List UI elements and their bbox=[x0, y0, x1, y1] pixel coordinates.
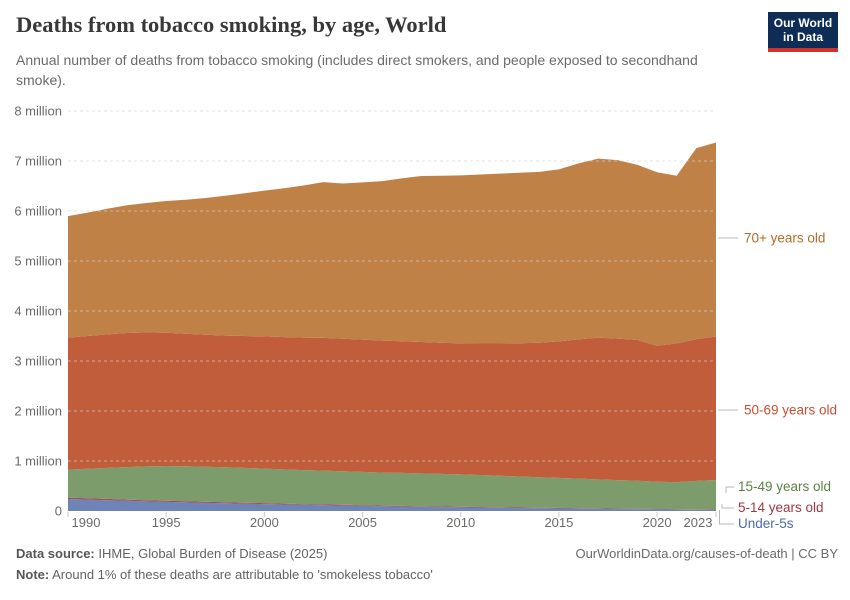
area-70-plus-years[interactable] bbox=[68, 142, 716, 346]
x-axis-label: 1990 bbox=[72, 515, 101, 530]
y-axis-label: 1 million bbox=[14, 454, 62, 469]
data-source-label: Data source: bbox=[16, 546, 95, 561]
x-axis-label: 2020 bbox=[643, 515, 672, 530]
y-axis-label: 4 million bbox=[14, 304, 62, 319]
legend-item-under5[interactable]: Under-5s bbox=[738, 516, 794, 531]
owid-logo-line2: in Data bbox=[782, 30, 823, 44]
owid-logo: Our World in Data bbox=[768, 12, 838, 52]
owid-logo-line1: Our World bbox=[773, 15, 833, 30]
area-50-69-years[interactable] bbox=[68, 332, 716, 483]
note-text: Around 1% of these deaths are attributab… bbox=[52, 567, 433, 582]
legend-connector-under5 bbox=[719, 510, 734, 525]
legend-item-15-49[interactable]: 15-49 years old bbox=[738, 479, 831, 494]
chart-subtitle: Annual number of deaths from tobacco smo… bbox=[16, 52, 698, 88]
chart-areas bbox=[68, 142, 716, 511]
x-axis-label: 2015 bbox=[544, 515, 573, 530]
y-axis-label: 3 million bbox=[14, 354, 62, 369]
y-axis-label: 8 million bbox=[14, 104, 62, 119]
x-axis-label: 2023 bbox=[684, 515, 713, 530]
y-axis-label: 6 million bbox=[14, 204, 62, 219]
y-axis-label: 7 million bbox=[14, 154, 62, 169]
legend-item-5-14[interactable]: 5-14 years old bbox=[738, 500, 824, 515]
legend-item-50-69[interactable]: 50-69 years old bbox=[744, 403, 837, 418]
area-15-49-years[interactable] bbox=[68, 466, 716, 510]
data-source-text: IHME, Global Burden of Disease (2025) bbox=[98, 546, 328, 561]
chart-gridlines bbox=[68, 110, 716, 462]
data-source-line: Data source: IHME, Global Burden of Dise… bbox=[16, 546, 327, 561]
y-axis-label: 0 bbox=[55, 504, 62, 519]
x-axis-label: 2010 bbox=[446, 515, 475, 530]
chart-legend: 70+ years old 50-69 years old 15-49 year… bbox=[718, 231, 837, 531]
x-axis-label: 1995 bbox=[152, 515, 181, 530]
page-title: Deaths from tobacco smoking, by age, Wor… bbox=[16, 12, 447, 37]
y-axis-label: 2 million bbox=[14, 404, 62, 419]
x-axis-label: 2000 bbox=[250, 515, 279, 530]
note-label: Note: bbox=[16, 567, 50, 582]
chart-axes: 0 1 million 2 million 3 million 4 million 5 m… bbox=[14, 104, 717, 530]
legend-item-70plus[interactable]: 70+ years old bbox=[744, 231, 825, 246]
y-axis-label: 5 million bbox=[14, 254, 62, 269]
legend-connector-15-49 bbox=[725, 486, 734, 493]
footer-citation: OurWorldinData.org/causes-of-death | CC … bbox=[575, 546, 838, 561]
x-axis-label: 2005 bbox=[348, 515, 377, 530]
legend-connector-5-14 bbox=[721, 504, 734, 509]
owid-logo-red-bar bbox=[768, 48, 838, 52]
area-under-5s[interactable] bbox=[68, 499, 716, 511]
note-line: Note: Around 1% of these deaths are attr… bbox=[16, 567, 433, 582]
